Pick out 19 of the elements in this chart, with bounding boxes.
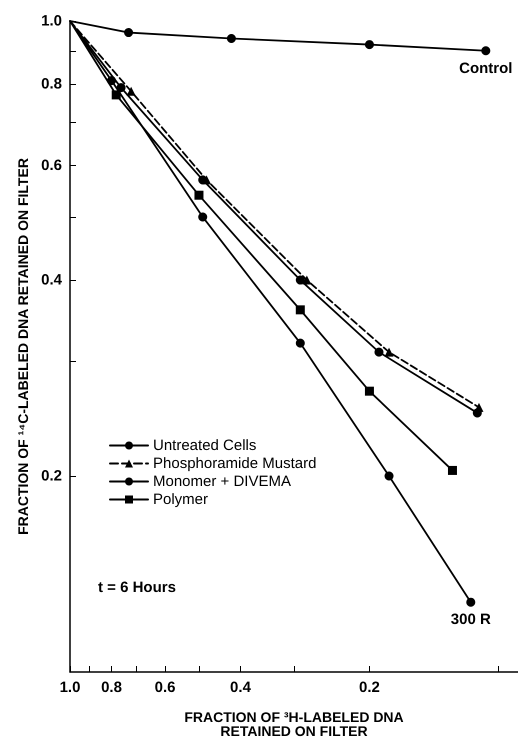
y-tick-label: 0.8: [41, 76, 62, 93]
annotation: Control: [459, 60, 512, 77]
y-tick-label: 1.0: [41, 12, 62, 30]
x-tick-label: 0.2: [359, 679, 380, 696]
y-tick-label: 0.6: [41, 156, 62, 174]
legend-label: Phosphoramide Mustard: [153, 455, 316, 472]
annotation: t = 6 Hours: [98, 579, 176, 596]
x-tick-label: 0.8: [101, 679, 122, 696]
x-axis-title: FRACTION OF ³H-LABELED DNA RETAINED ON FILTER: [184, 709, 404, 739]
x-tick-label: 0.4: [230, 679, 252, 696]
y-axis-title: FRACTION OF ¹⁴C-LABELED DNA RETAINED ON FILTER: [15, 158, 32, 535]
annotation: 300 R: [450, 611, 491, 628]
legend-label: Monomer + DIVEMA: [153, 473, 291, 490]
x-tick-label: 1.0: [60, 679, 80, 696]
legend-label: Untreated Cells: [153, 437, 256, 454]
y-tick-label: 0.2: [41, 468, 62, 485]
legend-label: Polymer: [153, 491, 208, 508]
x-tick-label: 0.6: [154, 679, 176, 696]
y-tick-label: 0.4: [41, 272, 63, 289]
